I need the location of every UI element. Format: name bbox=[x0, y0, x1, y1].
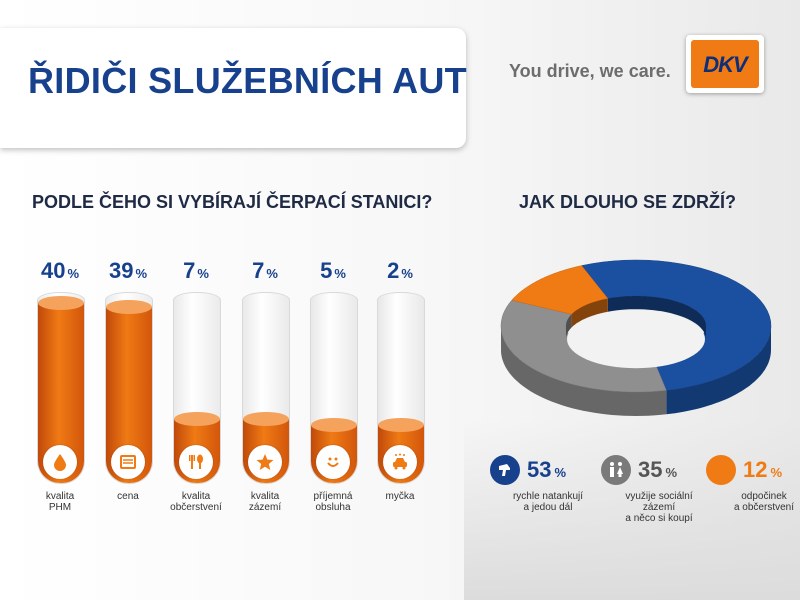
cutlery-icon bbox=[179, 445, 213, 479]
page-title: ŘIDIČI SLUŽEBNÍCH AUT bbox=[28, 60, 467, 101]
bar-category-label: kvalita zázemí bbox=[248, 491, 282, 513]
donut-inner-wall bbox=[571, 298, 608, 328]
donut-chart-title: JAK DLOUHO SE ZDRŽÍ? bbox=[519, 192, 737, 212]
smile-icon bbox=[316, 445, 350, 479]
drop-icon bbox=[43, 445, 77, 479]
right-panel-shade bbox=[464, 420, 800, 600]
bar-chart-title: PODLE ČEHO SI VYBÍRAJÍ ČERPACÍ STANICI? bbox=[32, 192, 433, 212]
bar-fill-top bbox=[106, 299, 152, 314]
bar-value-label: 7% bbox=[183, 258, 209, 283]
bar-fill-top bbox=[38, 296, 84, 310]
bar-fill-top bbox=[378, 418, 424, 432]
restroom-icon bbox=[601, 455, 631, 485]
bar-category-label: myčka bbox=[385, 491, 415, 502]
bar-value-label: 39% bbox=[108, 258, 148, 283]
card-icon bbox=[111, 445, 145, 479]
header-card bbox=[0, 28, 466, 148]
legend-value-label: 53% bbox=[527, 457, 567, 482]
legend-label: rychle natankují a jedou dál bbox=[512, 491, 584, 513]
legend-value-label: 12% bbox=[743, 457, 783, 482]
bar-value-label: 5% bbox=[320, 258, 346, 283]
car-wash-icon bbox=[383, 445, 417, 479]
legend-value-label: 35% bbox=[638, 457, 678, 482]
bar-category-label: cena bbox=[117, 491, 139, 502]
legend-label: využije sociální zázemí a něco si koupí bbox=[625, 491, 693, 524]
bar-category-label: kvalita občerstvení bbox=[170, 491, 222, 513]
star-icon bbox=[248, 445, 282, 479]
bar-fill-top bbox=[243, 411, 289, 426]
bar-fill-top bbox=[311, 418, 357, 432]
donut-slice bbox=[511, 265, 609, 315]
cutlery-icon bbox=[706, 455, 736, 485]
donut-slice-side bbox=[501, 326, 667, 416]
bar-category-label: příjemná obsluha bbox=[313, 491, 353, 513]
fuel-nozzle-icon bbox=[490, 455, 520, 485]
bar-category-label: kvalita PHM bbox=[45, 491, 75, 513]
bar-fill-top bbox=[174, 411, 220, 426]
donut-inner-wall bbox=[607, 296, 706, 340]
bar-value-label: 2% bbox=[387, 258, 413, 283]
donut-slice-side bbox=[666, 326, 771, 415]
dkv-logo: DKV bbox=[686, 35, 764, 93]
donut-chart bbox=[500, 259, 772, 416]
donut-hole bbox=[567, 310, 705, 369]
donut-inner-wall bbox=[566, 314, 572, 340]
logo-text: DKV bbox=[703, 52, 747, 77]
bar-value-label: 40% bbox=[40, 258, 80, 283]
legend-label: odpočinek a občerstvení bbox=[733, 491, 795, 513]
bar-value-label: 7% bbox=[252, 258, 278, 283]
tagline: You drive, we care. bbox=[509, 61, 671, 81]
